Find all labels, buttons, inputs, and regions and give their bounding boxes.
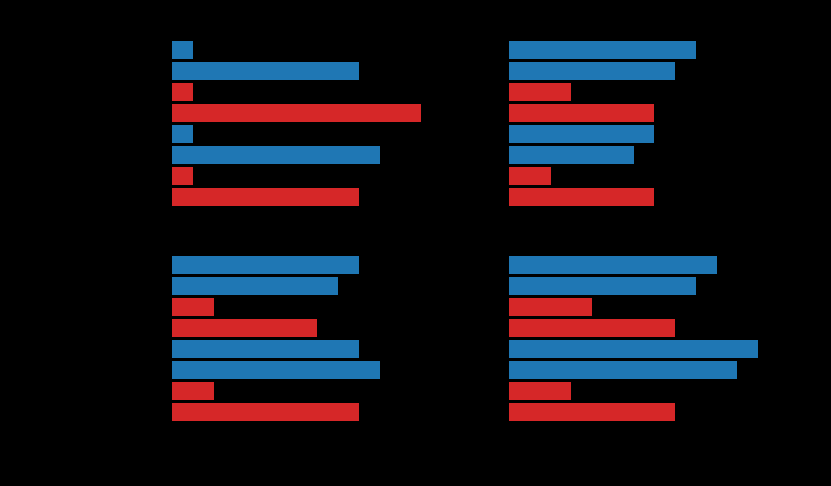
bar-chart-panel-bottom-right	[509, 256, 771, 421]
bar-red	[509, 382, 572, 400]
bar-blue	[172, 277, 338, 295]
bar-blue	[172, 41, 193, 59]
bar-blue	[172, 256, 359, 274]
bar-red	[172, 298, 214, 316]
bar-red	[509, 104, 655, 122]
bar-blue	[509, 361, 738, 379]
bar-blue	[172, 361, 380, 379]
bar-blue	[509, 256, 717, 274]
bar-red	[509, 83, 572, 101]
bar-red	[172, 167, 193, 185]
bar-red	[509, 298, 592, 316]
bar-red	[172, 188, 359, 206]
bar-red	[172, 319, 318, 337]
bar-blue	[509, 125, 655, 143]
bar-blue	[509, 340, 758, 358]
bar-red	[172, 403, 359, 421]
bar-blue	[172, 146, 380, 164]
bar-blue	[172, 125, 193, 143]
bar-blue	[509, 146, 634, 164]
bar-blue	[172, 62, 359, 80]
bar-red	[509, 167, 551, 185]
bar-red	[172, 104, 421, 122]
bar-red	[172, 83, 193, 101]
bar-red	[509, 319, 675, 337]
bar-chart-panel-top-left	[172, 41, 434, 206]
bar-red	[172, 382, 214, 400]
bar-blue	[509, 277, 696, 295]
bar-blue	[509, 41, 696, 59]
bar-chart-panel-top-right	[509, 41, 771, 206]
bar-red	[509, 188, 655, 206]
bar-blue	[509, 62, 675, 80]
bar-blue	[172, 340, 359, 358]
bar-red	[509, 403, 675, 421]
bar-chart-panel-bottom-left	[172, 256, 434, 421]
